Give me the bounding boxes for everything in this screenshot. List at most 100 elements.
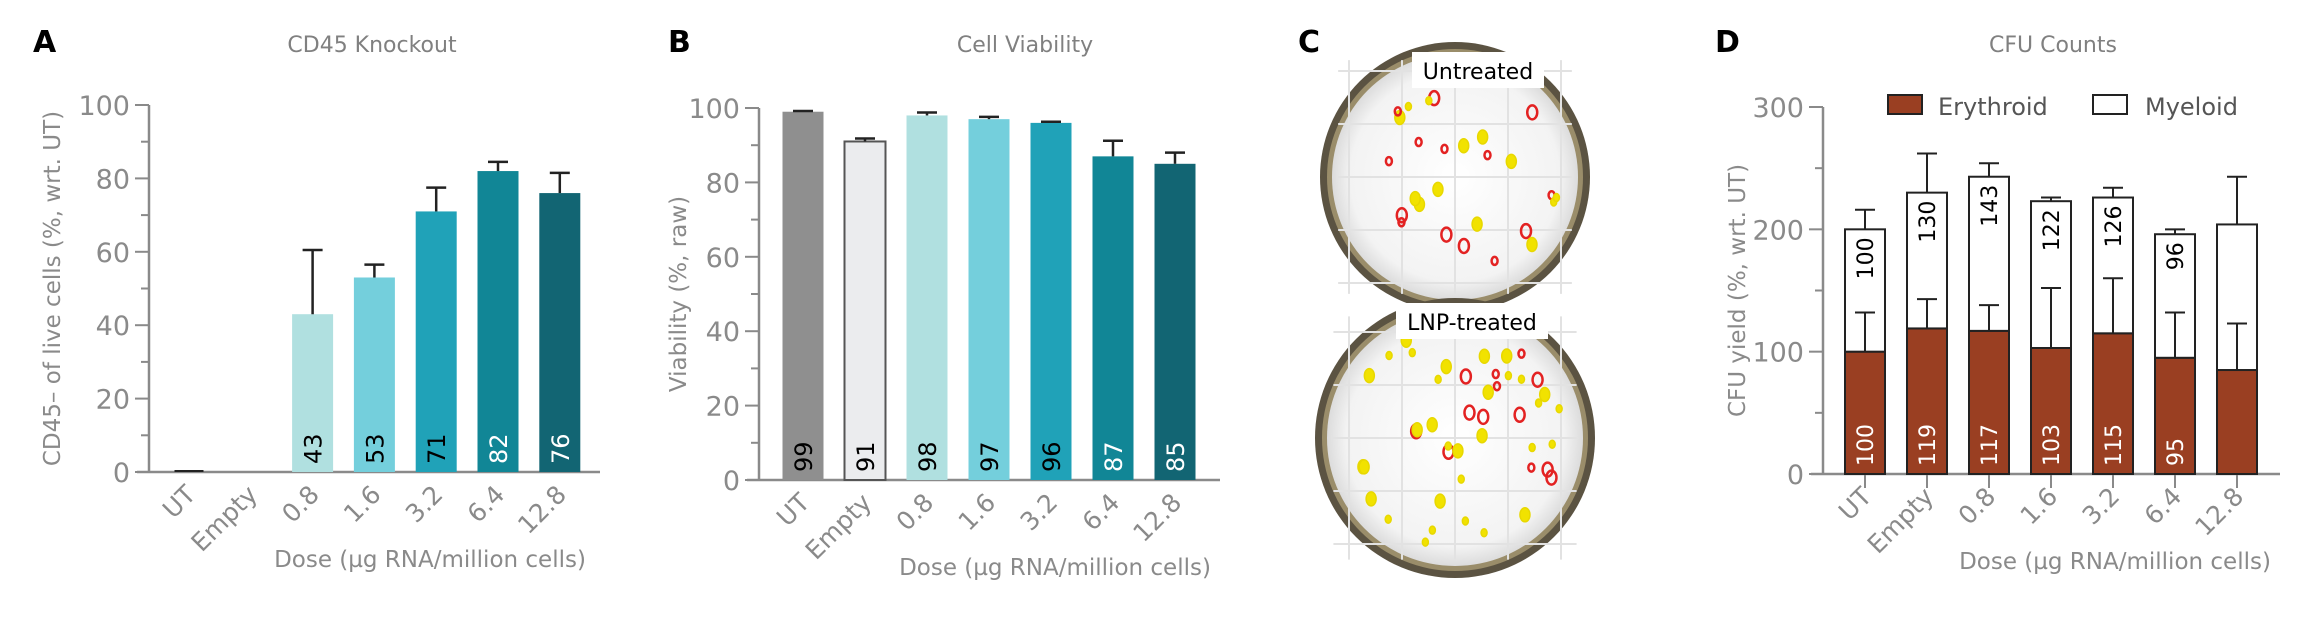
y-tick-label: 100: [688, 94, 740, 125]
y-tick-label: 300: [1752, 93, 1804, 124]
dish-label-bg-untreated: [1412, 52, 1544, 88]
bar-value-label-myeloid: 126: [2102, 206, 2127, 248]
x-tick-label: 6.4: [1077, 488, 1126, 537]
x-tick-label: 3.2: [1015, 488, 1064, 537]
colony-marker-erythroid: [1525, 104, 1539, 121]
legend-label-myeloid: Myeloid: [2145, 93, 2238, 121]
colony-marker-myeloid: [1519, 507, 1531, 523]
colony-marker-myeloid: [1476, 427, 1488, 444]
x-tick-label: 1.6: [2015, 482, 2064, 531]
colony-marker-myeloid: [1505, 153, 1518, 170]
colony-marker-erythroid: [1483, 149, 1492, 161]
x-tick-label: Empty: [186, 480, 264, 558]
y-tick-label: 80: [96, 164, 130, 195]
legend-swatch-erythroid: [1887, 94, 1923, 115]
colony-marker-erythroid: [1457, 237, 1471, 255]
colony-marker-myeloid: [1457, 474, 1465, 484]
colony-marker-erythroid: [1492, 380, 1502, 392]
colony-marker-myeloid: [1440, 358, 1453, 375]
y-tick-label: 0: [723, 466, 740, 497]
bar: [782, 111, 824, 480]
y-tick-label: 20: [96, 385, 130, 416]
chart-cell-viability: Cell Viability 0 20 40 60 80 100 Viability (%, …: [666, 33, 1220, 581]
bar-value-label: 98: [914, 441, 942, 472]
bar-value-label: 82: [485, 433, 513, 464]
bar: [292, 314, 334, 472]
bar-value-label: 71: [423, 433, 451, 464]
bar-erythroid: [2092, 332, 2134, 476]
colony-marker-erythroid: [1440, 143, 1449, 155]
colony-plate-images: Untreated LNP-treated: [1315, 42, 1595, 578]
colony-marker-myeloid: [1457, 137, 1470, 154]
bar-value-label-myeloid: 130: [1916, 201, 1941, 243]
bar-value-label-erythroid: 115: [2102, 424, 2127, 466]
colony-marker-myeloid: [1452, 443, 1464, 459]
colony-marker-myeloid: [1408, 347, 1417, 358]
y-axis-label: Viability (%, raw): [666, 196, 692, 392]
chart-cfu-counts: CFU Counts 0 100 200 300 CFU yield (%, wrt. U…: [1725, 33, 2280, 575]
bar: [843, 140, 887, 481]
bar: [1030, 122, 1072, 480]
bar-value-label: 91: [852, 441, 880, 472]
x-tick-label: 1.6: [338, 480, 387, 529]
bar-value-label-erythroid: 117: [1978, 424, 2003, 466]
bar-value-label-erythroid: 95: [2164, 438, 2189, 466]
panel-letter-d: D: [1715, 25, 1740, 60]
x-axis-label: Dose (µg RNA/million cells): [899, 555, 1211, 581]
plate-untreated: [1320, 42, 1590, 312]
colony-marker-erythroid: [1476, 408, 1490, 426]
colony-marker-myeloid: [1482, 384, 1494, 401]
bar-value-label-erythroid: 103: [2040, 424, 2065, 466]
y-tick-label: 100: [78, 91, 130, 122]
bar-value-label: 99: [790, 441, 818, 472]
x-axis-label: Dose (µg RNA/million cells): [274, 547, 586, 573]
bar-erythroid: [1906, 327, 1948, 475]
colony-marker-myeloid: [1504, 370, 1513, 381]
colony-marker-myeloid: [1480, 528, 1488, 538]
colony-marker-erythroid: [1463, 404, 1476, 421]
colony-marker-myeloid: [1409, 190, 1421, 207]
bar-value-label: 53: [361, 433, 389, 464]
bar-erythroid: [2030, 346, 2072, 476]
colony-marker-myeloid: [1432, 181, 1444, 198]
bar-value-label: 85: [1162, 441, 1190, 472]
colony-marker-erythroid: [1459, 368, 1473, 385]
x-tick-label: 3.2: [2077, 482, 2126, 531]
colony-marker-erythroid: [1527, 462, 1536, 473]
bar-value-label-myeloid: 96: [2164, 242, 2189, 270]
x-tick-label: Empty: [800, 488, 878, 566]
colony-marker-myeloid: [1528, 442, 1536, 453]
colony-marker-myeloid: [1476, 129, 1489, 145]
colony-marker-myeloid: [1421, 537, 1430, 547]
legend-swatch-myeloid: [2092, 94, 2128, 115]
y-tick-label: 60: [706, 243, 740, 274]
colony-marker-myeloid: [1471, 216, 1483, 232]
y-tick-label: 0: [1787, 460, 1804, 491]
dish-label-untreated: Untreated: [1423, 60, 1533, 85]
x-axis-label: Dose (µg RNA/million cells): [1959, 549, 2271, 575]
colony-marker-erythroid: [1440, 226, 1453, 243]
x-tick-label: 0.8: [1953, 482, 2002, 531]
bar-value-label-myeloid: 143: [1978, 185, 2003, 227]
colony-marker-myeloid: [1434, 374, 1442, 385]
bar-value-label: 97: [976, 441, 1004, 472]
colony-marker-erythroid: [1414, 136, 1423, 148]
colony-marker-erythroid: [1395, 207, 1409, 224]
colony-marker-myeloid: [1534, 398, 1543, 408]
y-axis-label: CFU yield (%, wrt. UT): [1725, 164, 1751, 417]
colony-marker-erythroid: [1531, 371, 1544, 389]
bar-value-label: 76: [547, 433, 575, 464]
y-axis-label: CD45– of live cells (%, wrt. UT): [40, 111, 66, 466]
chart-title: CFU Counts: [1989, 33, 2117, 58]
colony-marker-myeloid: [1517, 374, 1526, 384]
colony-marker-erythroid: [1517, 348, 1526, 359]
bar-value-label: 96: [1038, 441, 1066, 472]
y-tick-label: 0: [113, 458, 130, 489]
colony-marker-myeloid: [1552, 192, 1561, 203]
plate-lnp-treated: [1315, 298, 1595, 578]
bar-value-label: 87: [1100, 441, 1128, 472]
x-tick-label: 0.8: [276, 480, 325, 529]
colony-marker-myeloid: [1461, 516, 1470, 526]
x-tick-label: UT: [157, 479, 202, 524]
panel-letter-a: A: [33, 25, 57, 60]
